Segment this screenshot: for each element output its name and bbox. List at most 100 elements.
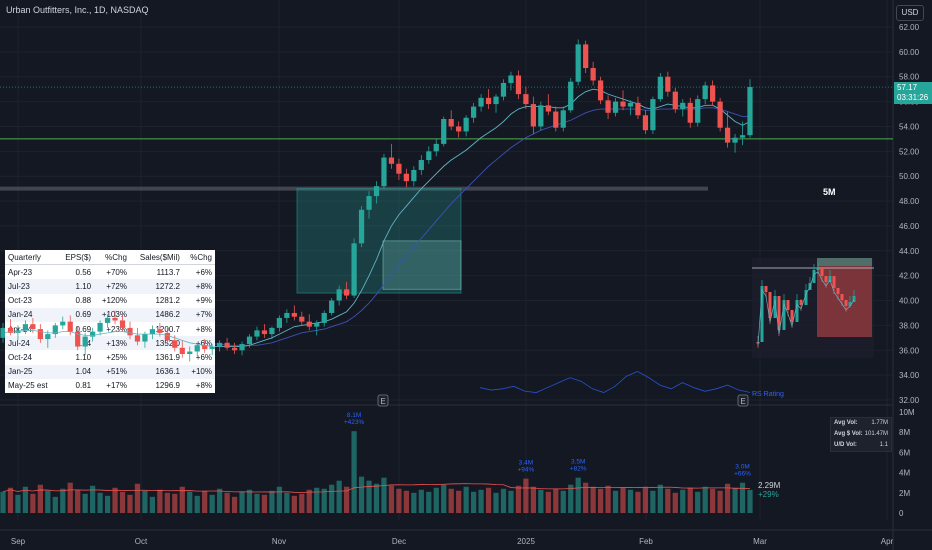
inset-candle-body — [804, 290, 808, 305]
candle-body — [650, 99, 656, 131]
price-tick-label: 50.00 — [899, 172, 920, 181]
inset-candle-body — [836, 288, 840, 294]
eps-table-cell: 1296.9 — [155, 381, 180, 391]
time-tick-label: Oct — [135, 537, 148, 546]
volume-bar — [463, 486, 469, 513]
volume-bar — [231, 496, 238, 513]
price-tick-label: 46.00 — [899, 222, 920, 231]
inset-candle-body — [820, 268, 824, 276]
volume-bar — [575, 477, 581, 513]
eps-table-cell: +13% — [106, 338, 127, 348]
eps-table-cell: Oct-24 — [8, 352, 33, 362]
inset-candle-body — [777, 296, 781, 330]
volume-bar — [90, 485, 96, 513]
candle-body — [373, 186, 380, 197]
volume-bar — [373, 483, 380, 513]
volume-bar — [500, 488, 507, 513]
candle-body — [411, 169, 417, 182]
candle-body — [612, 101, 619, 113]
candle-body — [441, 119, 447, 144]
candle-body — [732, 137, 738, 143]
volume-bar — [568, 484, 574, 513]
eps-table-cell: +9% — [195, 296, 212, 306]
volume-bar — [254, 493, 260, 513]
candle-body — [695, 99, 701, 123]
price-tick-label: 38.00 — [899, 321, 920, 330]
volume-tick-label: 8M — [899, 428, 910, 437]
volume-bar — [426, 491, 432, 513]
eps-table-row: Apr-24 0.69 +23% 1200.7 +8% — [5, 322, 215, 336]
volume-bar — [224, 492, 230, 513]
candle-body — [366, 196, 372, 210]
volume-bar — [366, 480, 372, 513]
volume-bar — [276, 486, 283, 513]
inset-candle-body — [832, 276, 836, 288]
volume-bar — [545, 491, 551, 513]
candle-body — [620, 101, 626, 107]
currency-selector[interactable]: USD — [896, 5, 924, 21]
candle-body — [500, 82, 507, 97]
volume-bar — [724, 483, 731, 513]
volume-bar — [119, 491, 126, 513]
eps-table-cell: +8% — [195, 281, 212, 291]
col-eps: EPS($) — [57, 250, 95, 266]
candle-body — [306, 321, 312, 327]
volume-bar — [321, 488, 327, 513]
current-price: 57.17 — [897, 83, 918, 92]
volume-bar — [291, 495, 297, 513]
volume-bar — [97, 492, 103, 513]
price-tick-label: 34.00 — [899, 371, 920, 380]
volume-bar — [530, 486, 536, 513]
candle-body — [710, 85, 716, 102]
volume-bar — [665, 488, 671, 513]
eps-table-cell: +6% — [195, 352, 212, 362]
volume-bar — [710, 488, 716, 513]
candle-body — [470, 106, 477, 118]
candle-body — [560, 110, 566, 128]
candle-body — [224, 342, 230, 348]
volume-bar — [403, 490, 409, 513]
candle-body — [336, 289, 342, 301]
candle-body — [687, 102, 693, 123]
candle-body — [672, 91, 678, 110]
candle-body — [329, 300, 335, 313]
candle-body — [381, 157, 387, 187]
volume-bar — [157, 489, 163, 513]
eps-table-cell: +8% — [195, 324, 212, 334]
volume-bar — [306, 489, 312, 513]
candle-body — [568, 81, 574, 111]
volume-bar — [239, 491, 245, 513]
volume-bar — [470, 491, 477, 513]
volume-bar — [149, 496, 156, 513]
eps-table-cell: 1.10 — [75, 281, 92, 291]
volume-stats-box: Avg Vol: 1.77M Avg $ Vol: 101.47M U/D Vol:… — [830, 417, 892, 452]
candle-body — [396, 163, 402, 174]
volume-bar — [15, 494, 21, 513]
current-volume-label: 2.29M +29% — [758, 481, 780, 499]
time-tick-label: 2025 — [517, 537, 535, 546]
candle-body — [747, 87, 753, 136]
volume-spike-change: +423% — [344, 419, 365, 426]
volume-bar — [590, 486, 596, 513]
candle-body — [299, 316, 305, 322]
inset-candle-body — [848, 302, 852, 306]
inset-candle-body — [760, 286, 764, 342]
time-tick-label: Mar — [753, 537, 767, 546]
volume-bar — [329, 484, 335, 513]
volume-bar — [164, 492, 170, 513]
eps-table-row: Jul-24 1.24 +13% 1352.0 +6% — [5, 336, 215, 351]
avg-dollar-vol-row: Avg $ Vol: 101.47M — [834, 431, 888, 437]
eps-table-cell: +25% — [106, 352, 127, 362]
col-sales-chg: %Chg — [182, 250, 215, 266]
volume-spike-value: 3.0M — [735, 464, 749, 471]
candle-body — [246, 336, 253, 345]
eps-table-cell: Jul-24 — [8, 338, 30, 348]
eps-table-cell: Jan-25 — [8, 367, 33, 377]
candle-body — [231, 347, 238, 351]
candle-body — [642, 115, 649, 131]
volume-bar — [695, 491, 701, 513]
inset-candle-body — [799, 300, 803, 305]
price-tick-label: 32.00 — [899, 396, 920, 405]
volume-bar — [60, 488, 66, 513]
earnings-marker — [377, 394, 389, 407]
